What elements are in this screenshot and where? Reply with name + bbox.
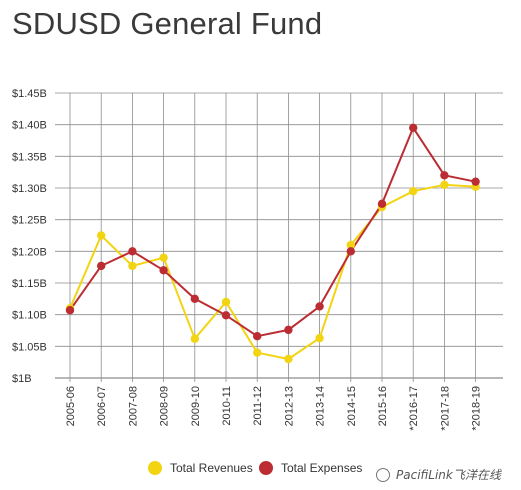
x-tick-label: 2013-14: [315, 386, 327, 426]
legend-item-total-expenses: Total Expenses: [259, 461, 362, 475]
legend-label-total-revenues: Total Revenues: [170, 461, 253, 475]
grid: [55, 92, 503, 382]
data-point-total-revenues: [284, 354, 293, 364]
data-point-total-revenues: [346, 240, 355, 250]
x-tick-label: 2010-11: [221, 386, 233, 426]
data-point-total-expenses: [253, 332, 262, 341]
y-tick-label: $1.30B: [12, 183, 47, 195]
y-tick-label: $1.15B: [12, 278, 47, 290]
data-point-total-expenses: [190, 294, 199, 304]
data-point-total-expenses: [159, 266, 168, 275]
data-point-total-revenues: [409, 186, 418, 196]
data-point-total-expenses: [346, 247, 355, 256]
y-tick-label: $1.20B: [12, 246, 47, 258]
x-tick-label: 2014-15: [346, 386, 358, 426]
x-tick-label: 2008-09: [159, 386, 171, 426]
watermark: PacifiLink飞洋在线: [376, 466, 501, 483]
y-tick-label: $1.40B: [12, 120, 47, 132]
data-point-total-expenses: [377, 199, 387, 209]
x-tick-label: 2006-07: [96, 386, 108, 426]
legend-marker-total-revenues: [148, 461, 162, 475]
x-tick-label: 2007-08: [127, 386, 139, 426]
y-tick-label: $1.25B: [12, 215, 47, 227]
x-tick-label: 2011-12: [252, 386, 264, 426]
data-point-total-revenues: [128, 261, 137, 271]
data-point-total-revenues: [315, 333, 324, 343]
watermark-text: PacifiLink飞洋在线: [396, 468, 501, 482]
series-line-total-revenues: [69, 183, 476, 360]
x-tick-label: 2005-06: [65, 386, 77, 426]
data-point-total-revenues: [190, 334, 199, 343]
x-tick-label: *2018-19: [471, 386, 483, 431]
x-tick-label: 2009-10: [190, 386, 202, 426]
x-tick-label: *2017-18: [439, 386, 451, 431]
series-points: [65, 123, 480, 364]
y-tick-label: $1.45B: [12, 88, 47, 100]
data-point-total-revenues: [440, 180, 449, 190]
data-point-total-revenues: [253, 348, 262, 357]
data-point-total-expenses: [315, 302, 324, 311]
wechat-icon: [376, 467, 390, 482]
y-tick-label: $1B: [12, 373, 32, 385]
legend-item-total-revenues: Total Revenues: [148, 461, 253, 475]
data-point-total-expenses: [471, 177, 480, 186]
y-tick-label: $1.10B: [12, 310, 47, 322]
legend-label-total-expenses: Total Expenses: [281, 461, 363, 475]
series-line-total-expenses: [69, 126, 476, 338]
y-tick-label: $1.35B: [12, 151, 47, 163]
data-point-total-expenses: [409, 123, 418, 133]
chart-title: SDUSD General Fund: [12, 6, 323, 41]
data-point-total-revenues: [221, 297, 231, 307]
data-point-total-expenses: [284, 325, 293, 335]
x-tick-label: *2016-17: [408, 386, 420, 431]
data-point-total-expenses: [97, 261, 106, 271]
series-lines: [69, 126, 476, 360]
x-tick-label: 2012-13: [283, 386, 295, 426]
data-point-total-expenses: [128, 247, 137, 256]
data-point-total-revenues: [97, 231, 106, 240]
line-chart: $1B $1.05B $1.10B $1.15B $1.20B $1.25B $1.30B $…: [12, 88, 503, 431]
x-tick-label: 2015-16: [377, 386, 389, 426]
legend-marker-total-expenses: [259, 461, 273, 475]
data-point-total-expenses: [440, 171, 449, 180]
data-point-total-expenses: [221, 311, 231, 320]
y-axis-tick-labels: $1B $1.05B $1.10B $1.15B $1.20B $1.25B $1.30B $…: [12, 88, 47, 385]
x-axis-tick-labels: 2005-06 2006-07 2007-08 2008-09 2009-10 2010-…: [65, 386, 483, 431]
y-tick-label: $1.05B: [12, 341, 47, 353]
data-point-total-revenues: [159, 253, 168, 262]
data-point-total-expenses: [65, 306, 75, 315]
